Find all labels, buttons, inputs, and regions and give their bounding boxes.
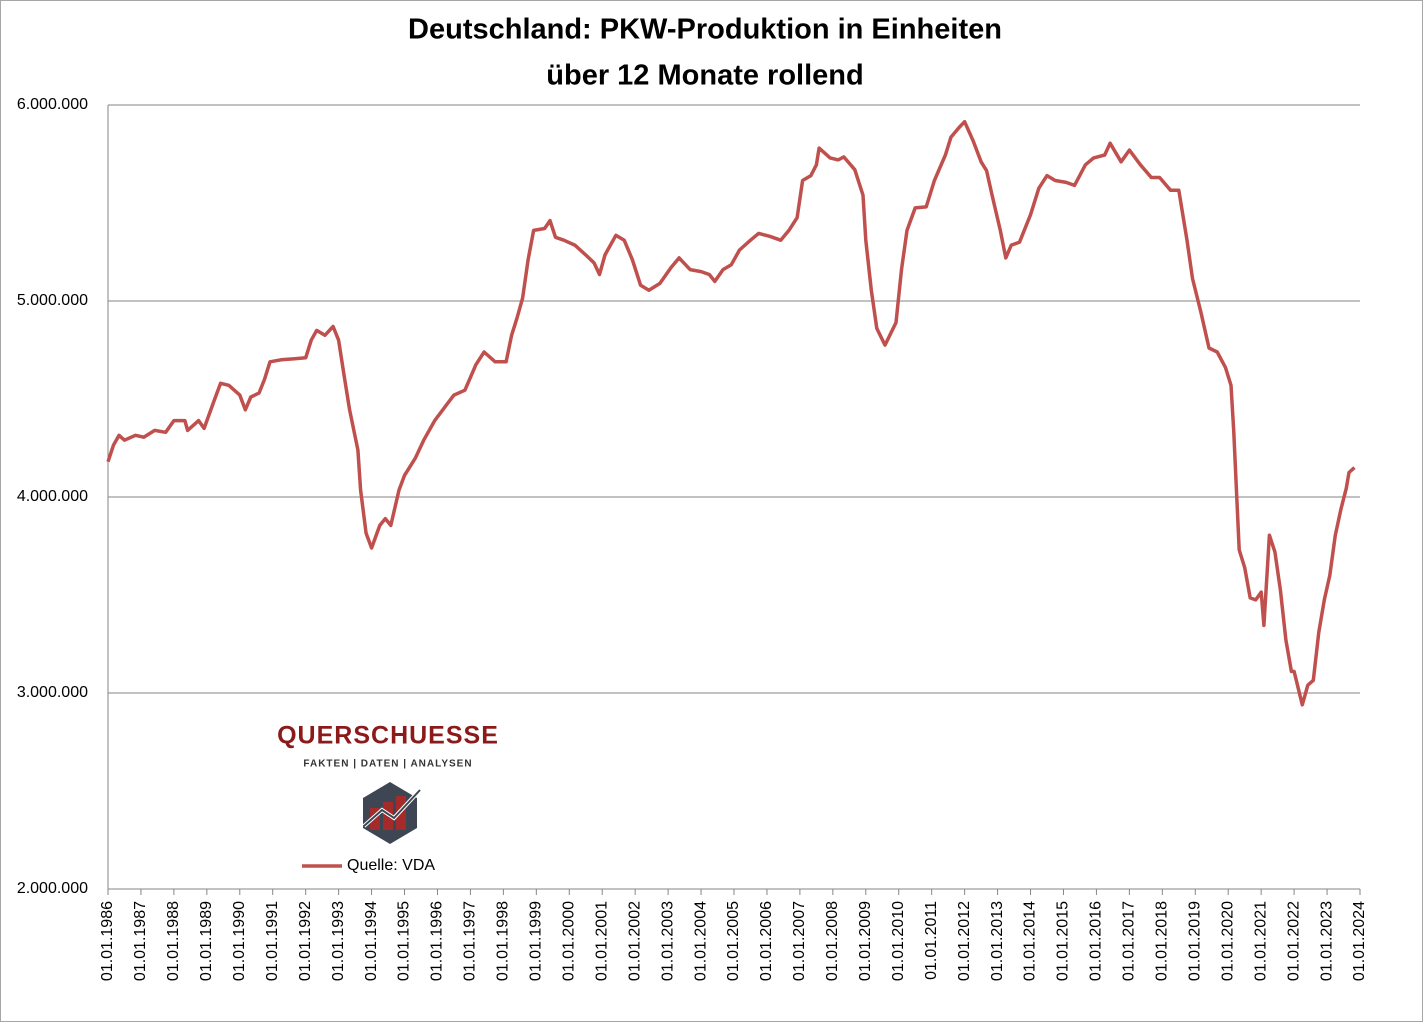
x-tick-label: 01.01.2023 bbox=[1318, 901, 1335, 981]
x-tick-label: 01.01.1992 bbox=[297, 901, 314, 981]
x-tick-label: 01.01.2009 bbox=[857, 901, 874, 981]
x-tick-label: 01.01.1998 bbox=[495, 901, 512, 981]
x-tick-label: 01.01.2014 bbox=[1022, 901, 1039, 981]
x-tick-label: 01.01.2017 bbox=[1121, 901, 1138, 981]
x-tick-label: 01.01.1991 bbox=[264, 901, 281, 981]
chart-title: Deutschland: PKW-Produktion in Einheiten bbox=[408, 14, 1002, 46]
x-tick-label: 01.01.2016 bbox=[1088, 901, 1105, 981]
x-tick-label: 01.01.1990 bbox=[231, 901, 248, 981]
x-tick-label: 01.01.1996 bbox=[429, 901, 446, 981]
y-tick-label: 3.000.000 bbox=[17, 684, 88, 701]
x-tick-label: 01.01.2000 bbox=[560, 901, 577, 981]
x-tick-label: 01.01.1988 bbox=[165, 901, 182, 981]
x-tick-label: 01.01.2007 bbox=[791, 901, 808, 981]
y-tick-label: 4.000.000 bbox=[17, 488, 88, 505]
x-tick-label: 01.01.2015 bbox=[1055, 901, 1072, 981]
logo-tagline: FAKTEN | DATEN | ANALYSEN bbox=[303, 759, 472, 770]
x-tick-label: 01.01.2022 bbox=[1285, 901, 1302, 981]
x-tick-label: 01.01.2004 bbox=[692, 901, 709, 981]
logo-arrow bbox=[363, 789, 421, 827]
x-tick-label: 01.01.2013 bbox=[989, 901, 1006, 981]
data-line bbox=[106, 119, 1356, 707]
x-tick-label: 01.01.2006 bbox=[758, 901, 775, 981]
y-tick-label: 2.000.000 bbox=[17, 880, 88, 897]
logo-bar bbox=[370, 808, 380, 830]
x-tick-label: 01.01.2012 bbox=[956, 901, 973, 981]
x-tick-label: 01.01.2001 bbox=[593, 901, 610, 981]
x-tick-label: 01.01.2024 bbox=[1351, 901, 1368, 981]
x-tick-label: 01.01.1994 bbox=[363, 901, 380, 981]
x-tick-label: 01.01.1993 bbox=[330, 901, 347, 981]
logo-title: QUERSCHUESSE bbox=[277, 722, 499, 750]
x-tick-label: 01.01.1999 bbox=[528, 901, 545, 981]
x-tick-label: 01.01.2008 bbox=[824, 901, 841, 981]
x-tick-label: 01.01.1989 bbox=[198, 901, 215, 981]
x-tick-label: 01.01.1986 bbox=[99, 901, 116, 981]
chart-subtitle: über 12 Monate rollend bbox=[546, 60, 863, 92]
x-tick-label: 01.01.2020 bbox=[1219, 901, 1236, 981]
x-tick-label: 01.01.2019 bbox=[1186, 901, 1203, 981]
x-tick-label: 01.01.1987 bbox=[132, 901, 149, 981]
x-tick-label: 01.01.2002 bbox=[626, 901, 643, 981]
x-tick-label: 01.01.1997 bbox=[462, 901, 479, 981]
x-tick-label: 01.01.2010 bbox=[890, 901, 907, 981]
x-tick-label: 01.01.1995 bbox=[396, 901, 413, 981]
legend-label: Quelle: VDA bbox=[347, 857, 435, 874]
x-tick-label: 01.01.2005 bbox=[725, 901, 742, 981]
x-tick-label: 01.01.2011 bbox=[923, 901, 940, 980]
x-tick-label: 01.01.2003 bbox=[659, 901, 676, 981]
logo: QUERSCHUESSE FAKTEN | DATEN | ANALYSEN bbox=[277, 722, 499, 844]
x-tick-label: 01.01.2021 bbox=[1252, 901, 1269, 981]
x-tick-label: 01.01.2018 bbox=[1154, 901, 1171, 981]
y-tick-label: 6.000.000 bbox=[17, 96, 88, 113]
y-tick-label: 5.000.000 bbox=[17, 292, 88, 309]
